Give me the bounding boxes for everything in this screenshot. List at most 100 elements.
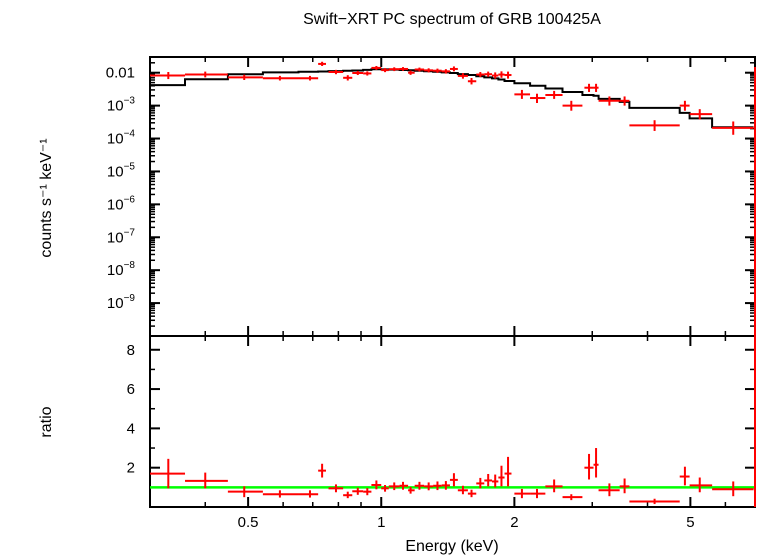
data-point [371, 65, 382, 70]
ratio-point [593, 448, 599, 478]
data-point [352, 70, 364, 76]
x-tick-label: 5 [686, 514, 694, 531]
ratio-point [343, 491, 353, 499]
ratio-point [689, 477, 713, 493]
y-tick-base: 10 [107, 98, 124, 115]
y-tick-base: 10 [107, 295, 124, 312]
data-point [343, 75, 353, 81]
ratio-y-tick-label: 4 [127, 420, 135, 437]
data-point [584, 83, 594, 92]
data-point [318, 61, 326, 66]
ratio-point [408, 486, 415, 494]
ratio-point [352, 487, 364, 495]
data-point [491, 72, 499, 79]
y-tick-exponent: −6 [124, 194, 136, 205]
data-point [530, 93, 546, 104]
y-tick-base: 10 [107, 131, 124, 148]
data-point [381, 68, 389, 73]
ratio-point [530, 488, 546, 499]
data-point [593, 83, 599, 92]
data-point [498, 71, 505, 78]
ratio-point [504, 456, 512, 487]
data-point [424, 68, 434, 73]
y-tick-exponent: −4 [124, 129, 136, 140]
data-point [689, 109, 713, 120]
data-point [298, 75, 319, 81]
ratio-point [598, 483, 620, 497]
data-point [598, 96, 620, 106]
ratio-point [363, 488, 372, 496]
data-point [545, 90, 563, 99]
ratio-panel: 0.5 1 2 5 2 4 6 8 [127, 67, 756, 531]
y-tick-base: 10 [107, 262, 124, 279]
ratio-point [498, 465, 505, 487]
ratio-point [476, 477, 485, 489]
data-point [504, 71, 512, 79]
y-tick-label: 10−3 [107, 96, 136, 115]
x-tick-label: 0.5 [238, 514, 259, 531]
data-point [328, 69, 344, 75]
ratio-y-tick-label: 8 [127, 342, 135, 359]
ratio-point [185, 472, 228, 489]
data-point [441, 69, 450, 74]
y-tick-label: 10−5 [107, 161, 136, 180]
ratio-frame [149, 335, 756, 508]
ratio-point [318, 463, 326, 478]
chart-title: Swift−XRT PC spectrum of GRB 100425A [303, 11, 601, 28]
ratio-point [484, 473, 492, 487]
ratio-point [262, 490, 299, 498]
ratio-point [150, 458, 186, 489]
y-tick-exponent: −7 [124, 227, 136, 238]
data-point [679, 100, 690, 111]
x-tick-label: 1 [377, 514, 385, 531]
data-point [476, 72, 485, 78]
ratio-point [399, 481, 409, 490]
y-tick-label: 10−7 [107, 227, 136, 246]
data-point [619, 96, 630, 106]
y-tick-exponent: −3 [124, 96, 136, 107]
data-point [388, 67, 400, 72]
data-point [467, 78, 477, 85]
data-point [712, 121, 754, 135]
data-point [484, 71, 492, 77]
ratio-point [424, 482, 434, 491]
x-tick-label: 2 [510, 514, 518, 531]
y-tick-base: 10 [107, 163, 124, 180]
data-point [457, 73, 468, 79]
ratio-point [545, 479, 563, 493]
y-tick-base: 10 [107, 229, 124, 246]
ratio-point [227, 486, 263, 498]
ratio-point [414, 481, 425, 490]
data-point [185, 71, 228, 78]
y-tick-label: 10−9 [107, 293, 136, 312]
data-point [514, 89, 531, 99]
data-point [399, 67, 409, 71]
ratio-point [679, 466, 690, 486]
ratio-point [328, 484, 344, 493]
ratio-y-tick-label: 2 [127, 460, 135, 477]
ratio-point [371, 480, 382, 490]
ratio-point [584, 453, 594, 480]
y-tick-exponent: −9 [124, 293, 136, 304]
data-point [150, 72, 186, 80]
y-axis-label-ratio: ratio [38, 406, 55, 437]
y-tick-label: 10−4 [107, 129, 136, 148]
ratio-point [712, 481, 754, 497]
y-axis-label-counts: counts s⁻¹ keV⁻¹ [38, 138, 55, 257]
data-point [363, 71, 372, 76]
ratio-point [388, 482, 400, 491]
data-point [449, 66, 458, 72]
ratio-point [441, 481, 450, 490]
ratio-point [514, 488, 531, 499]
ratio-y-tick-label: 6 [127, 381, 135, 398]
y-tick-exponent: −8 [124, 260, 136, 271]
y-tick-base: 10 [107, 196, 124, 213]
ratio-point [467, 489, 477, 498]
data-point [629, 120, 680, 131]
spectrum-frame [149, 56, 756, 337]
ratio-point [619, 478, 630, 494]
data-point [562, 100, 583, 111]
y-tick-exponent: −5 [124, 161, 136, 172]
